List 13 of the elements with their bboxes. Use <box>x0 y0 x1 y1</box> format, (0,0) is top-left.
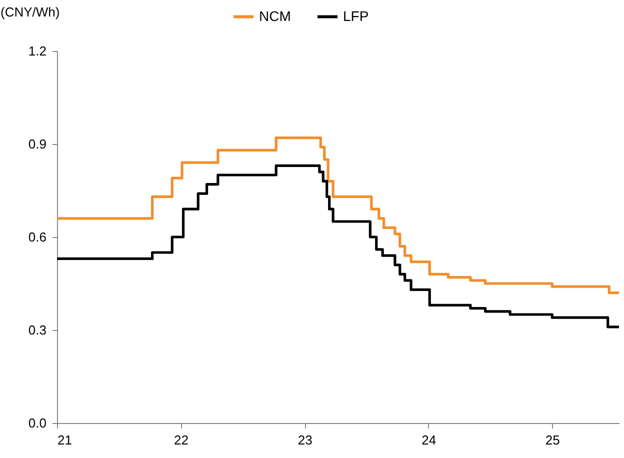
x-tick-label: 24 <box>422 432 436 448</box>
y-tick-label: 0.9 <box>28 136 46 152</box>
x-tick-label: 21 <box>58 432 72 448</box>
x-tick-label: 25 <box>545 432 560 448</box>
y-tick-label: 1.2 <box>28 44 46 58</box>
y-tick-label: 0.6 <box>28 230 46 244</box>
y-axis-title: (CNY/Wh) <box>0 4 60 20</box>
x-tick-label: 23 <box>298 432 312 448</box>
legend-label: LFP <box>343 8 369 24</box>
y-tick-label: 0.3 <box>28 322 46 338</box>
legend-label: NCM <box>259 8 291 24</box>
y-tick-label: 0.0 <box>28 416 46 430</box>
x-tick-label: 22 <box>174 432 189 448</box>
